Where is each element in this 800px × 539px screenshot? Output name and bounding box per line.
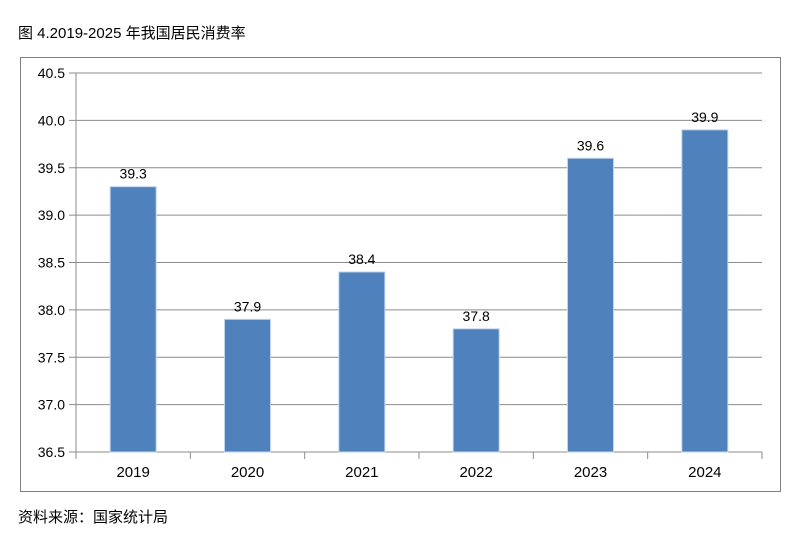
x-tick-label: 2022 (459, 464, 492, 481)
bar-value-label: 39.3 (120, 166, 147, 182)
source-note: 资料来源：国家统计局 (18, 509, 169, 526)
bar-2024 (681, 129, 729, 453)
y-tick-label: 37.0 (38, 397, 65, 413)
y-tick-label: 36.5 (38, 444, 65, 460)
bar-2019 (109, 186, 157, 453)
bar-value-label: 37.8 (463, 308, 490, 324)
x-tick-label: 2024 (688, 464, 721, 481)
bar-chart-frame: 36.5 37.0 37.5 38.0 38.5 39.0 39.5 40.0 40.5 39.3… (20, 57, 781, 492)
y-tick-label: 38.5 (38, 255, 65, 271)
bar-chart-canvas: 36.5 37.0 37.5 38.0 38.5 39.0 39.5 40.0 40.5 39.3… (38, 65, 763, 481)
y-tick-label: 37.5 (38, 349, 65, 365)
figure-title: 图 4.2019-2025 年我国居民消费率 (18, 25, 246, 42)
bar-value-label: 38.4 (348, 251, 375, 267)
bar-2023 (567, 157, 614, 453)
y-tick-label: 38.0 (38, 302, 65, 318)
x-tick-label: 2020 (231, 464, 264, 481)
y-tick-label: 40.0 (38, 112, 65, 128)
x-tick-label: 2019 (116, 464, 149, 481)
bar-value-label: 39.6 (577, 137, 604, 153)
x-tick-label: 2021 (345, 464, 378, 481)
bar-2021 (338, 271, 386, 453)
y-tick-label: 39.5 (38, 160, 65, 176)
x-tick-label: 2023 (574, 464, 607, 481)
bar-value-label: 39.9 (691, 109, 718, 125)
bar-2022 (452, 328, 500, 453)
y-tick-label: 39.0 (38, 207, 65, 223)
bar-value-label: 37.9 (234, 298, 261, 314)
bar-2020 (224, 318, 271, 453)
y-tick-label: 40.5 (38, 65, 65, 81)
